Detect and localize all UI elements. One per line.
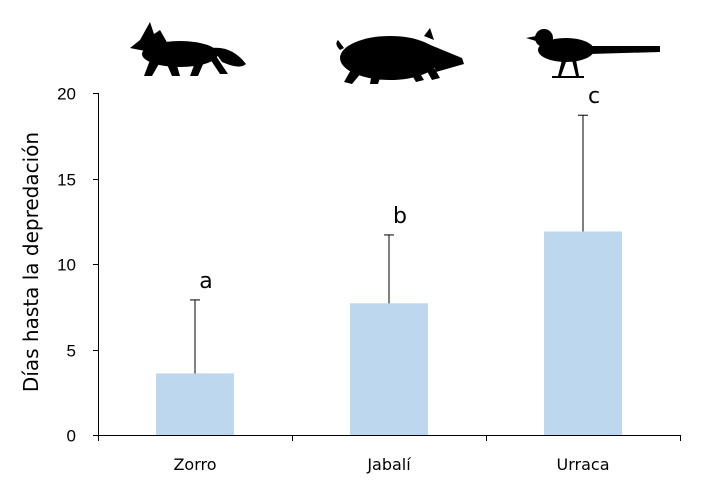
fox-silhouette-icon: [130, 22, 246, 76]
x-tick-label: Urraca: [557, 455, 610, 474]
error-bars: [190, 114, 588, 374]
y-tick-label: 0: [67, 427, 76, 446]
x-tick-label: Jabalí: [366, 455, 411, 474]
y-tick-label: 15: [57, 171, 76, 190]
x-ticks: [98, 435, 681, 441]
significance-letter: a: [199, 269, 212, 294]
category-labels: Zorro Jabalí Urraca: [173, 455, 609, 474]
y-tick-label: 10: [57, 256, 76, 275]
x-tick-label: Zorro: [173, 455, 216, 474]
significance-letters: a b c: [199, 84, 600, 294]
bar: [350, 303, 428, 435]
bar: [544, 231, 622, 435]
significance-letter: c: [588, 84, 600, 109]
y-axis-label: Días hasta la depredación: [19, 132, 43, 392]
y-ticks: 0 5 10 15 20: [57, 85, 98, 446]
magpie-silhouette-icon: [526, 29, 660, 78]
y-tick-label: 5: [67, 342, 76, 361]
bar: [156, 373, 234, 435]
significance-letter: b: [393, 204, 407, 229]
wild-boar-silhouette-icon: [336, 28, 464, 84]
y-tick-label: 20: [57, 85, 76, 104]
bars: [156, 231, 622, 435]
